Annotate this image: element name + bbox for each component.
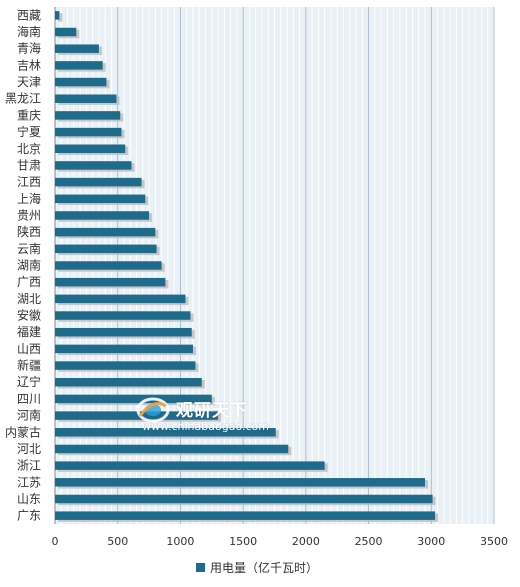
- category-label: 江西: [17, 175, 41, 189]
- bar: [55, 444, 289, 454]
- legend: 用电量（亿千瓦时）: [196, 559, 318, 576]
- category-label: 河南: [17, 408, 41, 423]
- x-tick-label: 2000: [292, 535, 320, 548]
- bar: [55, 294, 186, 304]
- bar: [55, 461, 325, 470]
- category-label: 云南: [17, 241, 41, 256]
- bar: [55, 511, 436, 520]
- x-tick-label: 1500: [229, 535, 257, 548]
- bar-shadow: [58, 13, 63, 22]
- category-label: 湖南: [17, 258, 41, 273]
- category-label: 甘肃: [17, 158, 41, 172]
- category-label: 内蒙古: [5, 424, 41, 439]
- bar: [55, 428, 276, 437]
- bar: [55, 394, 212, 404]
- category-label: 上海: [17, 191, 41, 206]
- bar: [55, 111, 121, 120]
- bar: [55, 27, 77, 37]
- bar: [55, 377, 202, 387]
- bar: [55, 144, 126, 154]
- category-label: 湖北: [17, 291, 41, 306]
- bar: [55, 211, 150, 220]
- x-tick-label: 2500: [355, 535, 383, 548]
- category-label: 辽宁: [17, 374, 41, 389]
- category-label: 海南: [17, 24, 41, 39]
- category-label: 天津: [17, 75, 41, 89]
- bar: [55, 77, 107, 87]
- category-label: 重庆: [17, 108, 41, 122]
- category-label: 山西: [17, 342, 41, 356]
- x-tick-label: 500: [107, 535, 128, 548]
- category-label: 广西: [17, 275, 41, 289]
- category-label: 山东: [17, 492, 41, 506]
- category-label: 江苏: [17, 475, 41, 489]
- category-label: 黑龙江: [5, 92, 41, 106]
- bar: [55, 361, 196, 370]
- bar: [55, 127, 122, 137]
- x-tick-label: 1000: [166, 535, 194, 548]
- bar: [55, 177, 142, 187]
- bar: [55, 494, 433, 504]
- bar: [55, 344, 193, 354]
- category-label: 广东: [17, 509, 41, 523]
- bar: [55, 244, 157, 254]
- x-tick-label: 3000: [417, 535, 445, 548]
- bar: [55, 11, 60, 20]
- legend-label: 用电量（亿千瓦时）: [210, 561, 319, 575]
- category-label: 新疆: [17, 358, 41, 373]
- bar: [55, 44, 99, 53]
- legend-swatch: [196, 563, 205, 572]
- category-label: 安徽: [17, 308, 41, 323]
- category-label: 四川: [17, 392, 41, 406]
- bar: [55, 227, 156, 237]
- x-tick-label: 3500: [480, 535, 508, 548]
- category-label: 福建: [17, 324, 41, 339]
- bar: [55, 194, 146, 204]
- category-label: 浙江: [17, 459, 41, 473]
- category-label: 西藏: [17, 8, 41, 22]
- category-label: 宁夏: [17, 124, 41, 139]
- category-label: 吉林: [17, 58, 41, 72]
- bar: [55, 411, 219, 420]
- category-label: 河北: [17, 442, 41, 456]
- bar: [55, 61, 103, 70]
- bar: [55, 161, 132, 170]
- bar: [55, 478, 426, 487]
- category-label: 陕西: [17, 224, 41, 239]
- category-labels: 西藏海南青海吉林天津黑龙江重庆宁夏北京甘肃江西上海贵州陕西云南湖南广西湖北安徽福…: [5, 8, 41, 522]
- bar: [55, 277, 166, 287]
- bars: [55, 11, 439, 522]
- bar: [55, 311, 191, 320]
- bar: [55, 94, 117, 103]
- bar: [55, 327, 192, 337]
- category-label: 北京: [17, 142, 41, 156]
- category-label: 贵州: [17, 208, 41, 222]
- x-tick-label: 0: [52, 535, 59, 548]
- bar: [55, 261, 162, 270]
- category-label: 青海: [17, 41, 41, 56]
- x-tick-labels: 0 500 1000 1500 2000 2500 3000 3500: [52, 535, 509, 548]
